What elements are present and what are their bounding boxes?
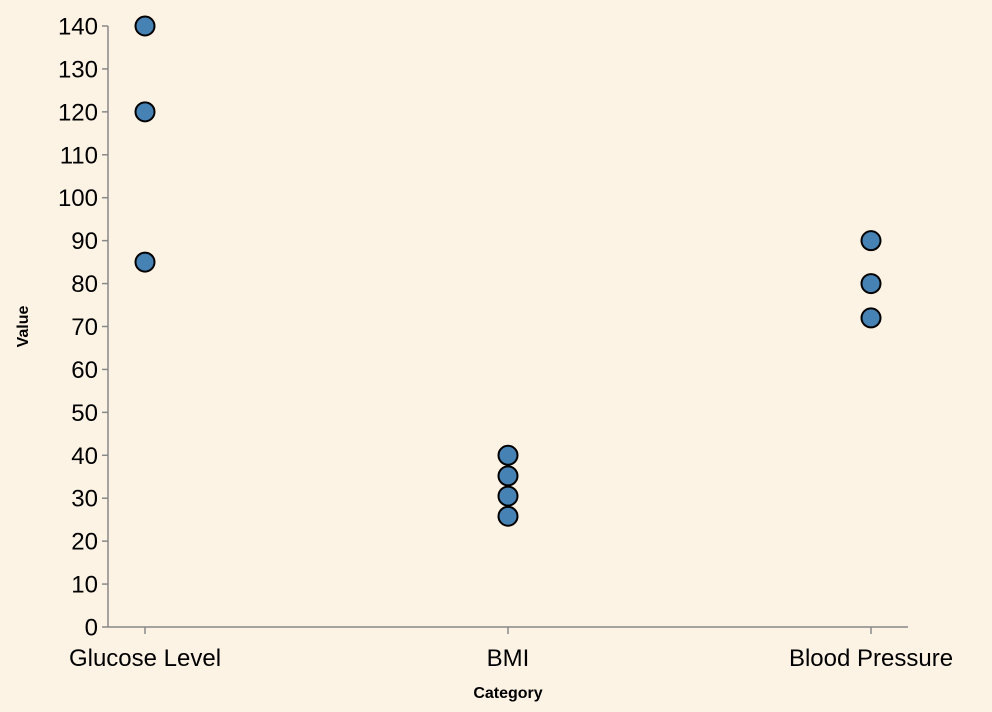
y-tick-label: 20 [71, 529, 98, 556]
y-tick-label: 10 [71, 572, 98, 599]
x-tick-label: Glucose Level [69, 645, 221, 672]
y-tick-label: 100 [58, 185, 98, 212]
data-point [134, 15, 156, 37]
y-tick-label: 50 [71, 400, 98, 427]
data-point [497, 485, 519, 507]
data-point [134, 251, 156, 273]
y-tick-label: 140 [58, 14, 98, 41]
x-axis-title: Category [473, 685, 542, 702]
y-tick-label: 120 [58, 99, 98, 126]
x-tick-label: BMI [487, 645, 530, 672]
y-tick-label: 110 [60, 142, 98, 169]
y-tick-label: 80 [71, 271, 98, 298]
data-point [860, 273, 882, 295]
x-axis: Glucose Level BMI Blood Pressure [69, 626, 953, 672]
y-axis-title: Value [15, 306, 32, 348]
x-tick-label: Blood Pressure [789, 645, 953, 672]
y-axis: 0 10 20 30 40 50 60 70 80 90 100 110 120 130 140 [58, 14, 109, 642]
y-tick-label: 30 [71, 486, 98, 513]
y-tick-label: 130 [58, 56, 98, 83]
data-point [134, 101, 156, 123]
y-tick-label: 70 [71, 314, 98, 341]
data-point [497, 444, 519, 466]
y-tick-label: 0 [85, 615, 98, 642]
data-point [497, 465, 519, 487]
y-tick-label: 60 [71, 357, 98, 384]
points-layer [134, 15, 882, 527]
data-point [497, 505, 519, 527]
data-point [860, 230, 882, 252]
y-tick-label: 90 [71, 228, 98, 255]
data-point [860, 307, 882, 329]
y-tick-label: 40 [71, 443, 98, 470]
